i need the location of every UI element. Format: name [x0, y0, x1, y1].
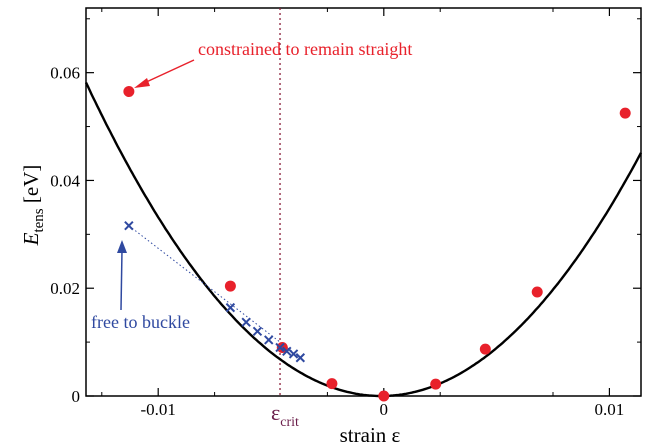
data-point-buckle: [282, 346, 292, 356]
data-point-straight: [619, 107, 631, 119]
annotation-straight: constrained to remain straight: [198, 39, 412, 59]
y-axis-title-main: E: [19, 232, 43, 246]
critical-strain-symbol: ε: [271, 400, 280, 425]
y-tick-label: 0.04: [50, 171, 80, 190]
data-point-straight: [326, 378, 338, 390]
data-point-buckle: [264, 335, 274, 345]
critical-strain-sub: crit: [280, 415, 299, 430]
data-point-buckle: [225, 302, 236, 313]
data-point-buckle: [241, 317, 251, 327]
data-point-buckle: [295, 353, 306, 363]
y-tick-label: 0.02: [50, 279, 80, 298]
data-point-straight: [224, 280, 236, 292]
data-point-buckle: [252, 326, 263, 337]
svg-text:Etens [eV]: Etens [eV]: [19, 165, 47, 247]
data-point-straight: [531, 286, 543, 298]
y-axis-title-sub: tens: [31, 208, 47, 232]
arrow-straight: [134, 59, 195, 88]
data-point-straight: [378, 390, 390, 402]
data-point-straight: [430, 378, 442, 390]
data-point-buckle: [288, 349, 299, 359]
data-point-straight: [123, 86, 135, 98]
x-axis-title: strain ε: [340, 423, 401, 447]
buckle-guide-line: [128, 225, 301, 359]
arrow-buckle: [117, 240, 127, 311]
annotation-buckle: free to buckle: [91, 312, 190, 332]
x-tick-label: 0.01: [595, 400, 625, 419]
data-point-buckle: [124, 221, 134, 231]
y-tick-label: 0: [72, 387, 81, 406]
fit-curve: [84, 81, 643, 398]
y-axis-title: Etens [eV]: [19, 165, 47, 247]
plot-frame: [85, 7, 642, 397]
critical-strain-label: εcrit: [271, 400, 299, 430]
x-tick-label: -0.01: [140, 400, 175, 419]
data-point-straight: [479, 343, 491, 355]
data-point-buckle: [275, 342, 285, 353]
x-tick-label: 0: [380, 400, 389, 419]
y-axis-title-unit: [eV]: [19, 165, 43, 209]
y-tick-label: 0.06: [50, 64, 80, 83]
